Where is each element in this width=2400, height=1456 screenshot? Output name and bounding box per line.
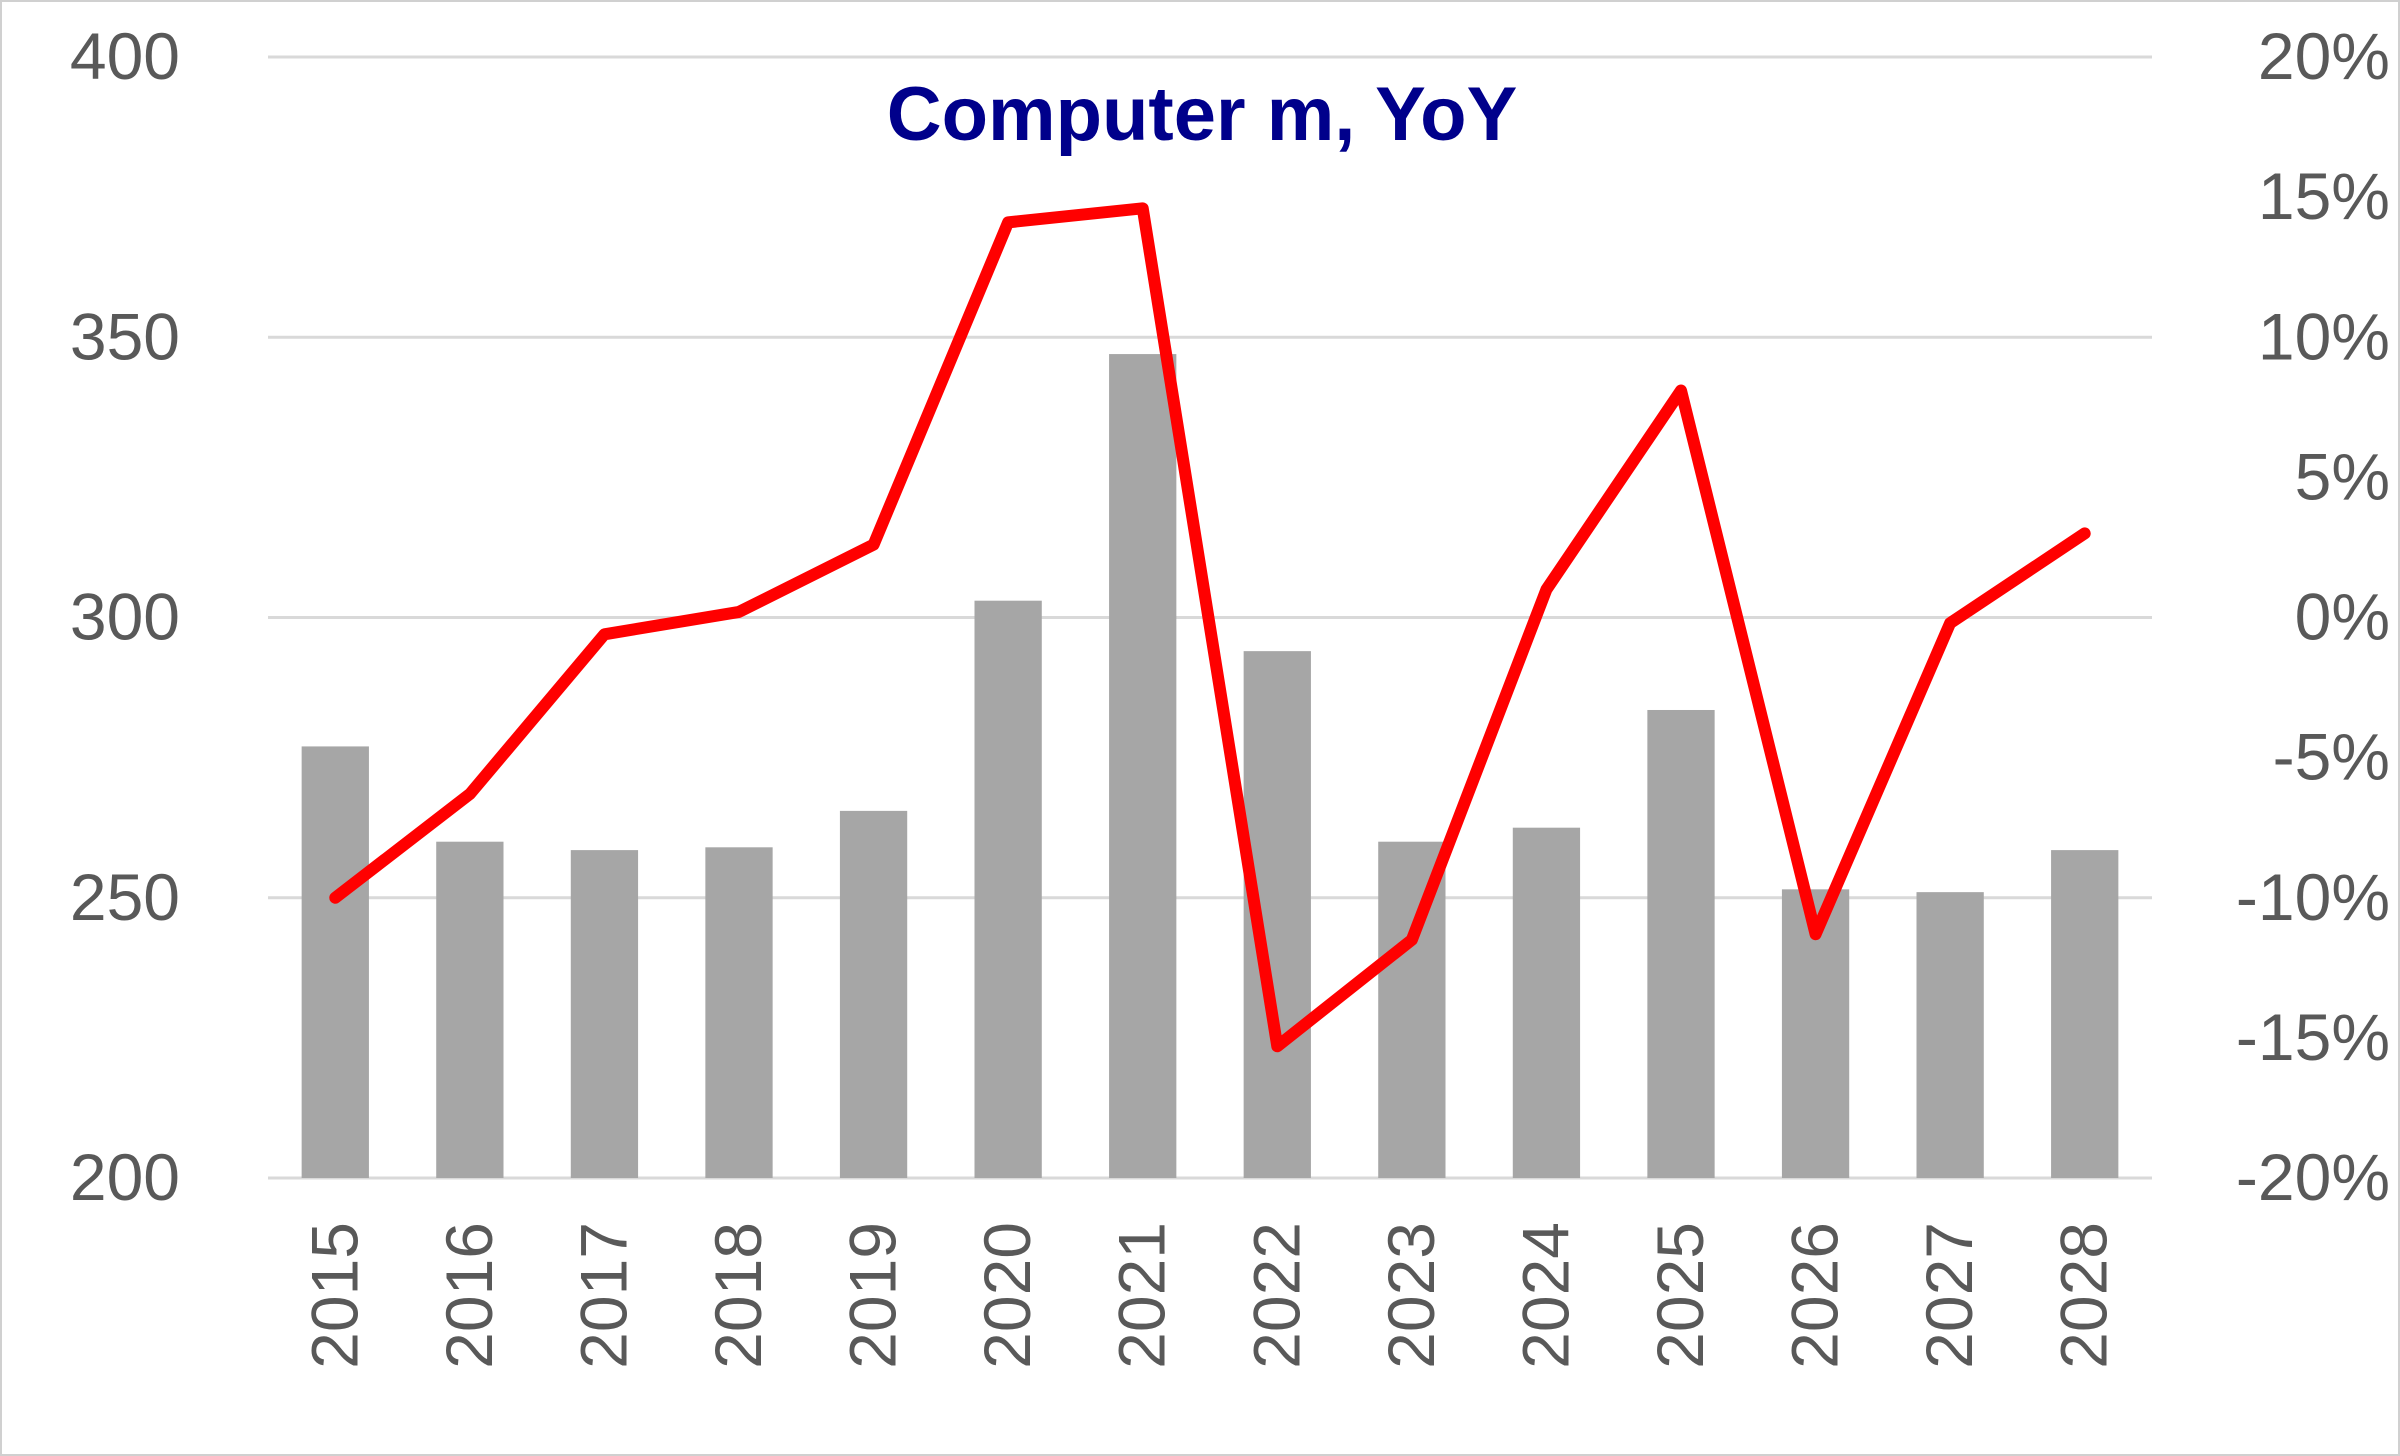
right-tick-label: 10% <box>2258 299 2390 373</box>
bar-2018 <box>705 847 773 1178</box>
x-tick-label: 2016 <box>432 1222 506 1369</box>
right-tick-label: -10% <box>2236 860 2390 934</box>
yoy-point-2023 <box>1411 939 1413 941</box>
bar-2020 <box>974 600 1042 1178</box>
right-tick-label: -5% <box>2273 720 2390 794</box>
x-tick-label: 2019 <box>836 1222 910 1369</box>
right-tick-label: 0% <box>2295 580 2390 654</box>
yoy-point-2017 <box>603 633 605 635</box>
left-tick-label: 400 <box>70 19 180 93</box>
bar-2015 <box>301 746 369 1178</box>
yoy-line <box>329 202 2091 1053</box>
left-tick-label: 250 <box>70 860 180 934</box>
yoy-point-2025 <box>1680 389 1682 391</box>
left-tick-label: 200 <box>70 1140 180 1214</box>
left-tick-label: 350 <box>70 299 180 373</box>
yoy-point-2024 <box>1545 588 1547 590</box>
x-tick-label: 2017 <box>566 1222 640 1369</box>
yoy-point-2019 <box>873 544 875 546</box>
x-tick-label: 2020 <box>970 1222 1044 1369</box>
yoy-point-2028 <box>2084 532 2086 534</box>
bar-2024 <box>1512 827 1581 1178</box>
x-tick-label: 2021 <box>1105 1222 1179 1369</box>
left-y-axis: 200 250 300 350 400 <box>70 19 180 1214</box>
right-tick-label: 15% <box>2258 159 2390 233</box>
bar-2027 <box>1916 892 1984 1178</box>
right-tick-label: 20% <box>2258 19 2390 93</box>
right-tick-label: 5% <box>2295 439 2390 513</box>
left-tick-label: 300 <box>70 580 180 654</box>
bar-2028 <box>2051 850 2119 1178</box>
x-tick-label: 2022 <box>1239 1222 1313 1369</box>
yoy-point-2020 <box>1007 221 1009 223</box>
chart-title: Computer m, YoY <box>887 72 1518 157</box>
x-tick-label: 2027 <box>1912 1222 1986 1369</box>
right-y-axis: -20% -15% -10% -5% 0% 5% 10% 15% 20% <box>2236 19 2390 1214</box>
yoy-point-2022 <box>1276 1045 1278 1047</box>
bar-2019 <box>839 810 908 1178</box>
yoy-point-2026 <box>1815 933 1817 935</box>
x-tick-label: 2025 <box>1643 1222 1717 1369</box>
yoy-point-2015 <box>334 897 336 899</box>
bar-series <box>301 354 2119 1178</box>
x-tick-label: 2018 <box>701 1222 775 1369</box>
yoy-point-2018 <box>738 611 740 613</box>
x-tick-label: 2015 <box>297 1222 371 1369</box>
bar-2017 <box>570 850 639 1178</box>
bar-2016 <box>436 841 504 1178</box>
x-tick-label: 2026 <box>1778 1222 1852 1369</box>
yoy-point-2027 <box>1949 622 1951 624</box>
yoy-point-2021 <box>1142 207 1144 209</box>
yoy-point-2016 <box>469 793 471 795</box>
bar-2021 <box>1109 354 1177 1178</box>
x-tick-label: 2023 <box>1374 1222 1448 1369</box>
right-tick-label: -20% <box>2236 1140 2390 1214</box>
right-tick-label: -15% <box>2236 1000 2390 1074</box>
x-axis: 2015 2016 2017 2018 2019 2020 2021 2022 2023 2024… <box>297 1222 2120 1369</box>
bar-2025 <box>1647 709 1715 1178</box>
x-tick-label: 2024 <box>1508 1222 1582 1369</box>
line-series <box>329 202 2091 1053</box>
x-tick-label: 2028 <box>2047 1222 2121 1369</box>
